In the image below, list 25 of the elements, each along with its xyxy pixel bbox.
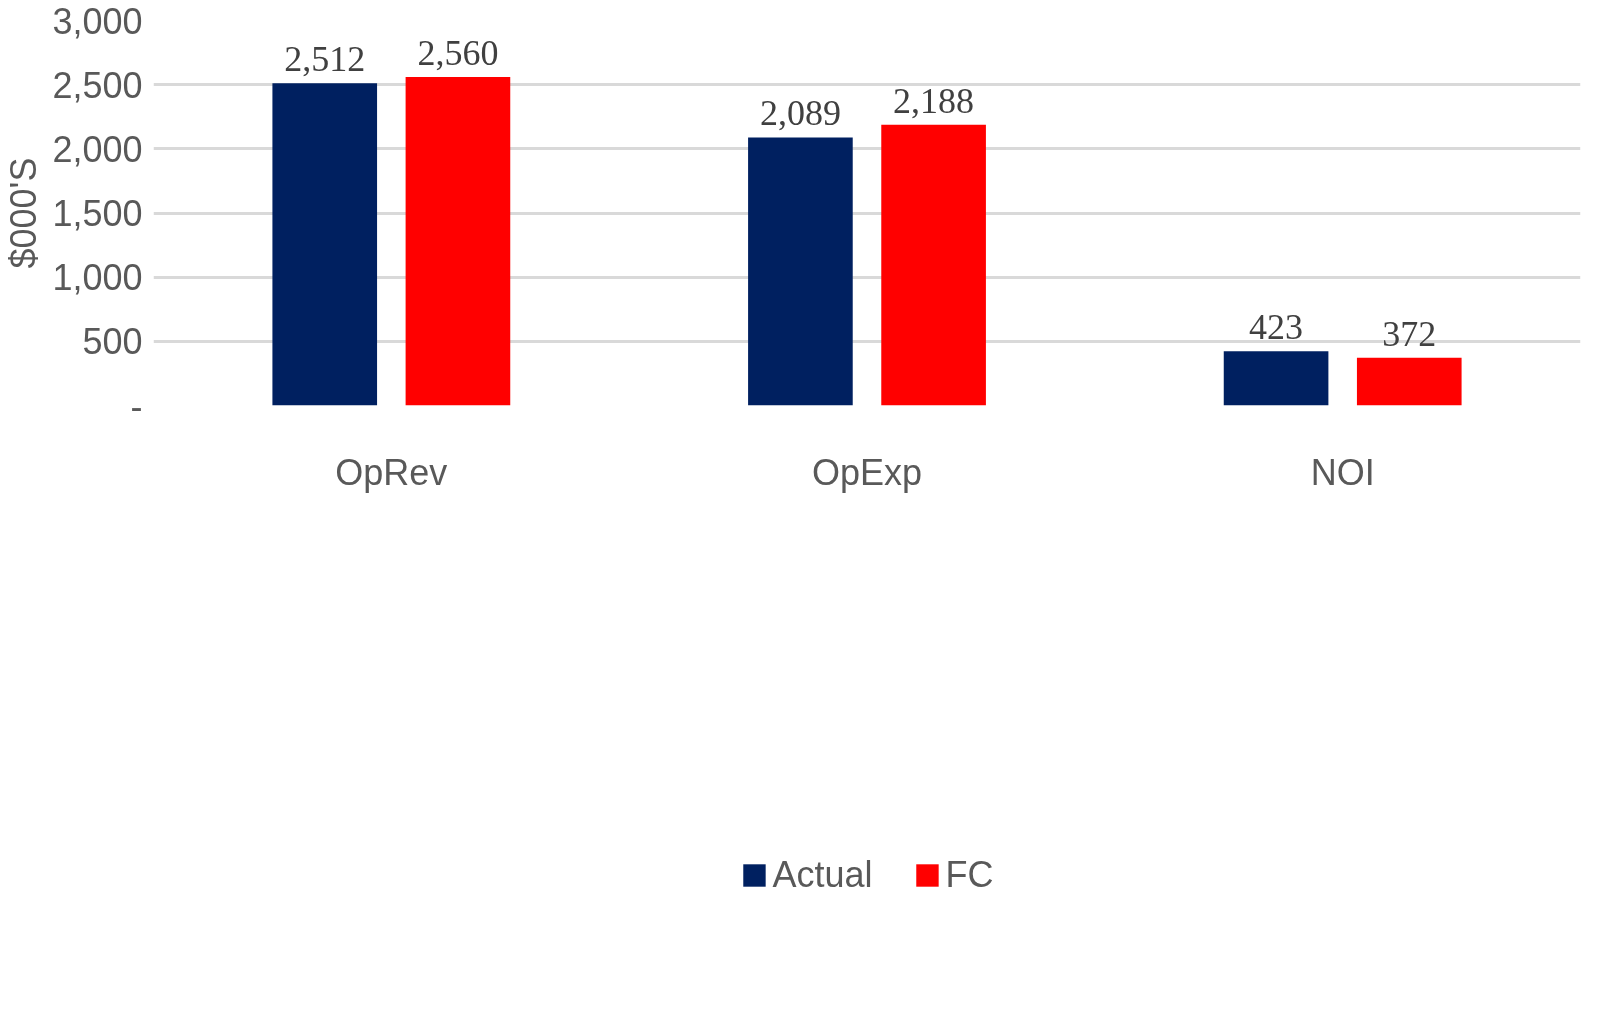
x-tick-label: OpRev <box>335 451 448 493</box>
bar <box>881 124 986 406</box>
data-label: 2,512 <box>284 39 366 80</box>
data-label: 423 <box>1249 307 1304 348</box>
y-tick-label: - <box>130 385 143 427</box>
bar <box>272 83 378 406</box>
x-tick-label: OpExp <box>811 451 923 493</box>
data-label: 2,560 <box>417 32 499 73</box>
bar <box>405 76 511 406</box>
y-tick-label: 1,000 <box>52 257 143 299</box>
data-label: 2,089 <box>759 93 841 134</box>
legend-label: FC <box>945 853 994 896</box>
y-tick-label: 2,500 <box>52 64 143 106</box>
y-tick-label: 1,500 <box>52 193 143 234</box>
bar <box>1223 351 1329 406</box>
y-axis-title: $000'S <box>3 157 45 269</box>
bar <box>748 137 853 406</box>
y-tick-label: 3,000 <box>52 0 143 42</box>
data-label: 2,188 <box>893 80 975 121</box>
legend-label: Actual <box>772 853 873 896</box>
x-tick-label: NOI <box>1310 451 1375 493</box>
y-tick-label: 500 <box>82 321 143 363</box>
bar <box>1356 357 1462 406</box>
y-tick-label: 2,000 <box>52 128 143 170</box>
data-label: 372 <box>1382 313 1437 354</box>
